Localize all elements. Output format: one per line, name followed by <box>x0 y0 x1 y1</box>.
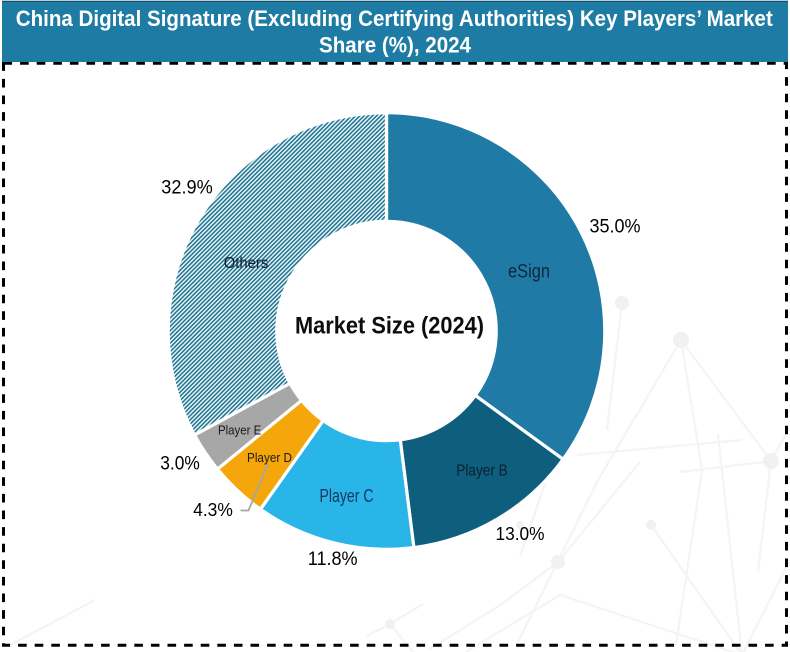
svg-text:Share (%), 2024: Share (%), 2024 <box>319 33 472 58</box>
svg-text:Player B: Player B <box>456 463 508 480</box>
svg-text:China Digital Signature (Exclu: China Digital Signature (Excluding Certi… <box>16 6 774 31</box>
svg-text:13.0%: 13.0% <box>496 524 545 544</box>
svg-text:11.8%: 11.8% <box>308 549 358 570</box>
svg-text:Others: Others <box>224 255 269 272</box>
svg-text:Market Size (2024): Market Size (2024) <box>295 313 484 340</box>
svg-text:Player D: Player D <box>247 451 292 465</box>
svg-text:3.0%: 3.0% <box>160 454 200 475</box>
svg-text:eSign: eSign <box>508 261 550 282</box>
svg-text:32.9%: 32.9% <box>161 178 212 199</box>
svg-text:35.0%: 35.0% <box>590 217 641 238</box>
svg-text:4.3%: 4.3% <box>193 500 233 520</box>
svg-text:Player E: Player E <box>218 424 261 438</box>
svg-text:Player C: Player C <box>320 486 374 506</box>
